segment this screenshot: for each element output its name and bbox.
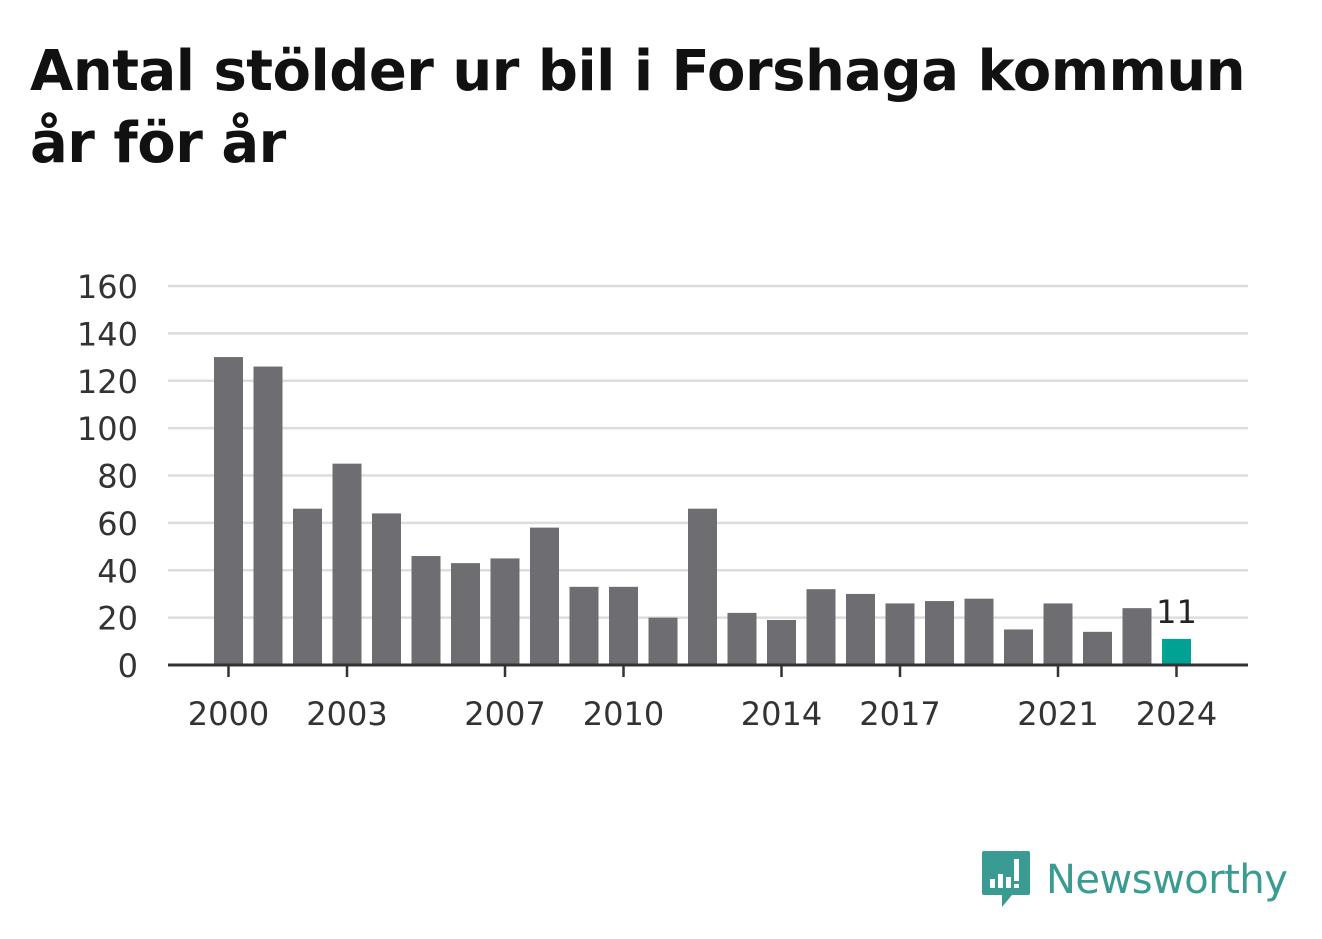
bar-2002 <box>293 508 322 665</box>
bar-2008 <box>530 527 559 665</box>
bar-2009 <box>569 586 599 665</box>
y-tick-label-40: 40 <box>97 552 138 590</box>
bar-2006 <box>451 563 480 665</box>
bar-2007 <box>490 558 520 665</box>
data-labels: 11 <box>1156 593 1197 631</box>
y-axis-tick-labels: 0 20 40 60 80 100 120 140 160 <box>77 268 138 685</box>
bar-2018 <box>925 601 954 665</box>
y-tick-label-80: 80 <box>97 458 138 496</box>
bar-2014 <box>767 619 796 665</box>
bar-2001 <box>253 366 283 665</box>
bar-2017 <box>885 603 915 665</box>
bar-2021 <box>1043 603 1073 665</box>
bar-2003 <box>332 463 362 665</box>
chart-title: Antal stölder ur bil i Forshaga kommun å… <box>30 36 1300 180</box>
bar-2022 <box>1083 631 1112 665</box>
x-tick-label-2010: 2010 <box>583 695 664 733</box>
x-tick-label-2024: 2024 <box>1136 695 1217 733</box>
x-tick-label-2000: 2000 <box>188 695 269 733</box>
y-tick-label-100: 100 <box>77 410 138 448</box>
bar-2023 <box>1122 608 1152 665</box>
bar-2000 <box>214 357 243 665</box>
y-tick-label-60: 60 <box>97 505 138 543</box>
bar-2010 <box>609 586 638 665</box>
x-tick-label-2017: 2017 <box>859 695 940 733</box>
bar-2012 <box>688 508 717 665</box>
bar-2011 <box>648 617 678 665</box>
brand-name: Newsworthy <box>1046 857 1288 903</box>
bar-2005 <box>411 556 441 665</box>
bar-2013 <box>727 612 757 665</box>
bars <box>214 357 1191 665</box>
chart-title-line-1: Antal stölder ur bil i Forshaga kommun <box>30 39 1246 104</box>
x-tick-label-2014: 2014 <box>741 695 822 733</box>
brand-logo: Newsworthy <box>980 848 1288 912</box>
y-tick-label-20: 20 <box>97 600 138 638</box>
bar-2004 <box>372 513 401 665</box>
bar-2024 <box>1162 638 1191 665</box>
bar-2016 <box>846 593 875 665</box>
newsworthy-logo-icon <box>982 851 1030 907</box>
x-axis <box>168 663 1248 677</box>
x-tick-label-2003: 2003 <box>306 695 387 733</box>
data-label-2024: 11 <box>1156 593 1197 631</box>
y-tick-label-160: 160 <box>77 268 138 306</box>
bar-2020 <box>1004 629 1033 665</box>
bar-2019 <box>964 598 994 665</box>
y-tick-label-140: 140 <box>77 315 138 353</box>
x-axis-tick-labels: 2000 2003 2007 2010 2014 2017 2021 2024 <box>188 695 1217 733</box>
y-tick-label-120: 120 <box>77 363 138 401</box>
x-tick-label-2007: 2007 <box>464 695 545 733</box>
y-tick-label-0: 0 <box>118 647 138 685</box>
bar-2015 <box>806 589 836 665</box>
x-tick-label-2021: 2021 <box>1017 695 1098 733</box>
chart-title-line-2: år för år <box>30 111 286 176</box>
